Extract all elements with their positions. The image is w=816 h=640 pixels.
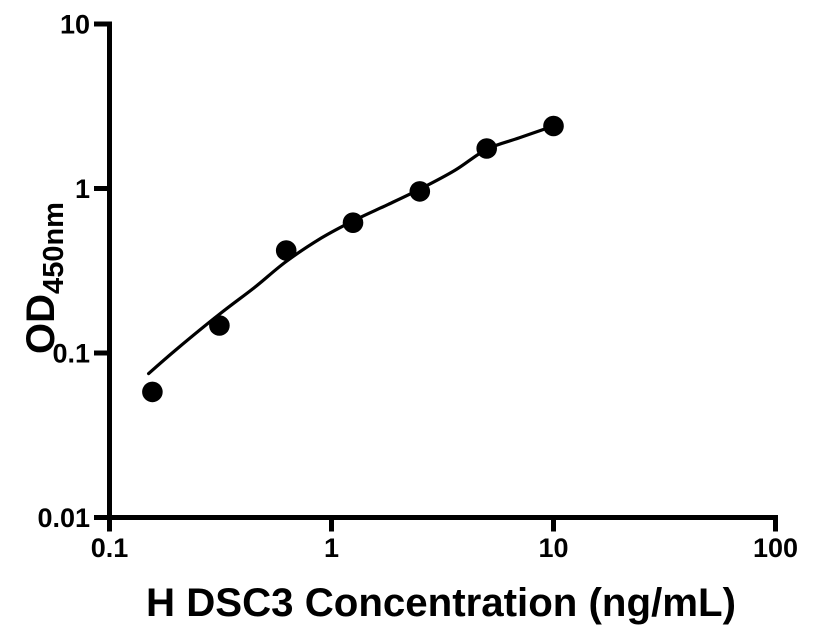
x-axis-title: H DSC3 Concentration (ng/mL) [146, 581, 736, 625]
y-axis-title: OD450nm [19, 202, 70, 354]
x-tick-label: 10 [538, 533, 568, 563]
y-tick-label: 10 [60, 10, 90, 40]
data-point [543, 115, 564, 137]
data-point [476, 138, 498, 159]
y-axis-title-subscript: 450nm [38, 202, 70, 294]
x-tick-label: 0.1 [91, 533, 129, 563]
y-tick-label: 1 [75, 174, 90, 204]
data-point [142, 381, 163, 403]
x-tick-label: 100 [753, 533, 798, 563]
y-tick-label: 0.1 [52, 339, 90, 369]
data-point [342, 212, 364, 233]
data-point [275, 240, 297, 261]
y-tick-label: 0.01 [37, 503, 90, 533]
x-tick-label: 1 [324, 533, 339, 563]
y-axis-title-main: OD [19, 294, 63, 354]
data-point [209, 315, 230, 336]
fit-curve [147, 124, 556, 376]
data-point [409, 181, 431, 202]
